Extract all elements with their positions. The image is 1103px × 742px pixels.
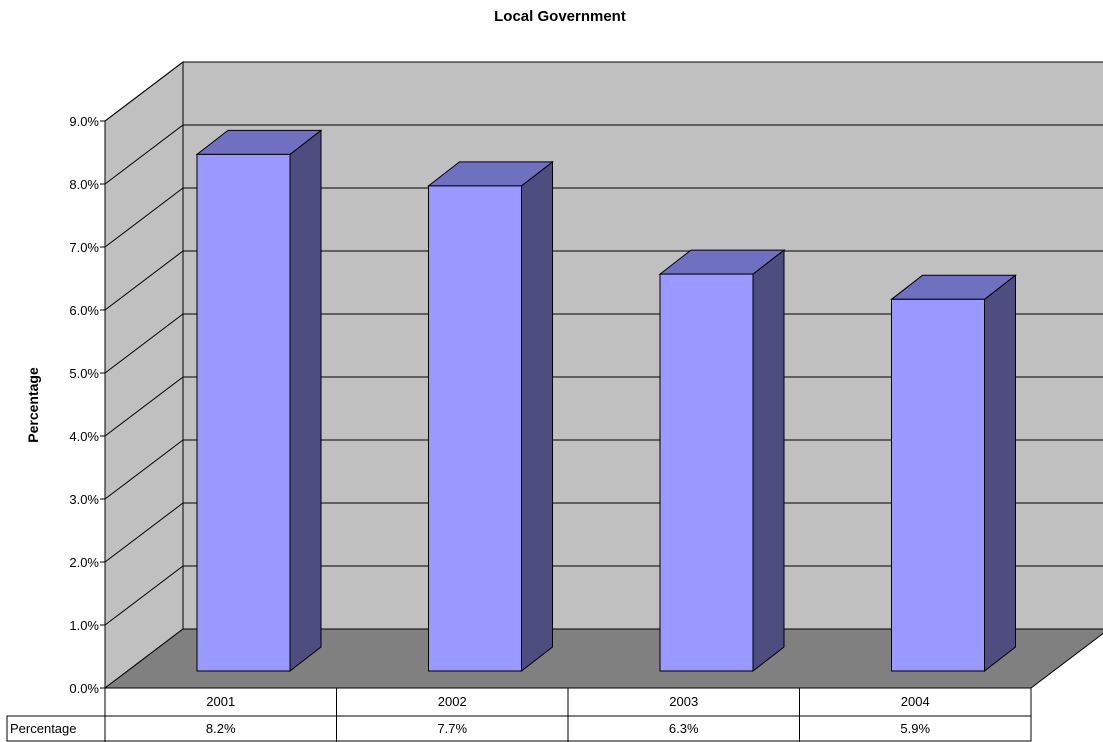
y-tick-label: 1.0% — [69, 618, 99, 633]
data-table: Percentage 2001 8.2% 2002 7.7% 2003 6.3% 2004 5.… — [6, 687, 1032, 742]
gridline — [104, 250, 1103, 311]
y-tick-label: 8.0% — [69, 177, 99, 192]
gridline — [104, 439, 1103, 500]
y-tick-label: 2.0% — [69, 555, 99, 570]
gridline — [104, 565, 1103, 626]
y-tick-label: 5.0% — [69, 366, 99, 381]
gridline — [104, 124, 1103, 185]
bar-2002 — [427, 160, 554, 673]
y-tick-label: 3.0% — [69, 492, 99, 507]
bar-front — [891, 298, 985, 672]
side-wall — [104, 60, 184, 690]
bar-front — [196, 153, 291, 672]
bars — [195, 129, 1017, 673]
data-label: 7.7% — [437, 721, 467, 736]
bar-2003 — [658, 249, 786, 673]
gridlines — [104, 61, 1103, 626]
chart-title: Local Government — [494, 8, 626, 25]
bar-side — [521, 160, 553, 673]
bar-front — [428, 185, 522, 672]
gridline — [104, 187, 1103, 248]
bar-front — [659, 273, 754, 672]
y-axis-title: Percentage — [25, 367, 41, 443]
y-tick-label: 0.0% — [69, 681, 99, 696]
gridline — [104, 502, 1103, 563]
gridline — [104, 376, 1103, 437]
data-label: 8.2% — [206, 721, 236, 736]
gridline — [104, 313, 1103, 374]
x-tick-label: 2002 — [438, 694, 467, 709]
y-axis-ticks: 0.0% 1.0% 2.0% 3.0% 4.0% 5.0% 6.0% 7.0% 8.0% 9.0% — [69, 114, 105, 696]
y-tick-label: 7.0% — [69, 240, 99, 255]
data-label: 5.9% — [900, 721, 930, 736]
y-tick-label: 9.0% — [69, 114, 99, 129]
x-tick-label: 2003 — [669, 694, 698, 709]
table-row-label: Percentage — [10, 721, 77, 736]
bar-side — [289, 129, 322, 673]
bar-side — [984, 274, 1016, 673]
x-tick-label: 2001 — [206, 694, 235, 709]
data-label: 6.3% — [669, 721, 699, 736]
bar-2004 — [890, 274, 1017, 673]
y-tick-label: 4.0% — [69, 429, 99, 444]
table-row — [6, 715, 1032, 742]
bar-side — [752, 249, 785, 673]
y-tick-label: 6.0% — [69, 303, 99, 318]
bar-2001 — [195, 129, 323, 673]
x-tick-label: 2004 — [901, 694, 930, 709]
gridline — [104, 61, 1103, 122]
